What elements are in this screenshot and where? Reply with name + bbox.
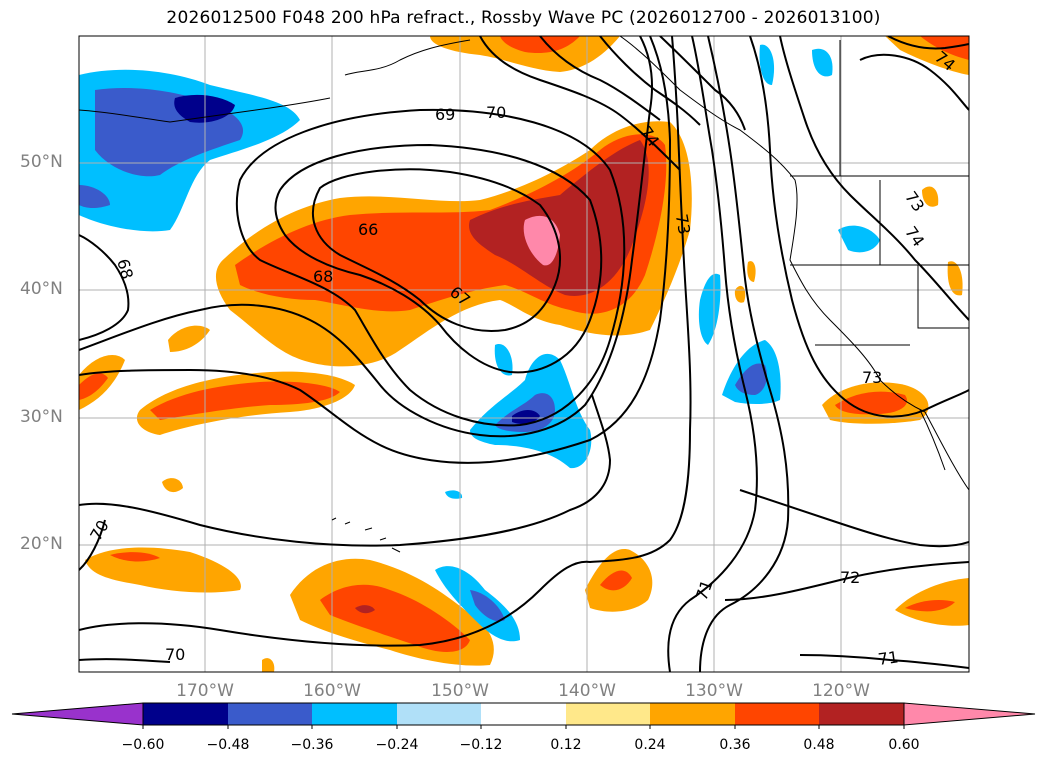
lon-label: 130°W [685, 681, 743, 701]
lat-label: 40°N [20, 279, 63, 299]
contour-label: 72 [840, 568, 860, 587]
colorbar [11, 702, 1036, 729]
contour-label: 71 [877, 647, 900, 669]
colorbar-tick-label: 0.48 [803, 737, 835, 753]
colorbar-tick-label: 0.36 [719, 737, 751, 753]
colorbar-tick-label: −0.36 [290, 737, 334, 753]
colorbar-bin [397, 703, 481, 725]
contour-label: 66 [358, 220, 378, 239]
contour-label: 74 [901, 223, 928, 251]
figure-title: 2026012500 F048 200 hPa refract., Rossby… [166, 8, 881, 28]
colorbar-tick-label: 0.12 [550, 737, 582, 753]
contour-label: 73 [862, 368, 882, 387]
contour-label: 68 [113, 257, 137, 282]
colorbar-bin [819, 703, 904, 725]
lon-label: 140°W [558, 681, 616, 701]
lon-label: 120°W [812, 681, 870, 701]
colorbar-tick-label: 0.60 [888, 737, 920, 753]
lat-label: 20°N [20, 534, 63, 554]
colorbar-bin [228, 703, 312, 725]
colorbar-tick-label: 0.24 [634, 737, 666, 753]
colorbar-tick-label: −0.12 [459, 737, 503, 753]
contour-label: 69 [435, 105, 455, 124]
colorbar-bin [650, 703, 735, 725]
contour-lines [79, 36, 969, 672]
contour-label: 73 [672, 213, 694, 236]
lon-label: 160°W [303, 681, 361, 701]
colorbar-extend-min [11, 702, 144, 726]
colorbar-bin [735, 703, 819, 725]
coastlines [79, 36, 969, 553]
shading-layer [79, 36, 969, 672]
lon-label: 150°W [431, 681, 489, 701]
colorbar-tick-label: −0.24 [375, 737, 419, 753]
contour-label: 68 [313, 267, 333, 286]
contour-label: 70 [486, 103, 506, 122]
contour-label: 70 [165, 645, 185, 664]
lat-label: 50°N [20, 152, 63, 172]
colorbar-tick-label: −0.48 [206, 737, 250, 753]
contour-label: 70 [86, 517, 113, 544]
colorbar-bin [143, 703, 228, 725]
colorbar-extend-max [903, 702, 1036, 726]
colorbar-bin [312, 703, 397, 725]
lat-label: 30°N [20, 407, 63, 427]
colorbar-bin [566, 703, 650, 725]
lon-label: 170°W [176, 681, 234, 701]
colorbar-tick-label: −0.60 [121, 737, 165, 753]
graticule [79, 36, 969, 672]
map-frame [78, 35, 970, 673]
colorbar-bin [481, 703, 566, 725]
